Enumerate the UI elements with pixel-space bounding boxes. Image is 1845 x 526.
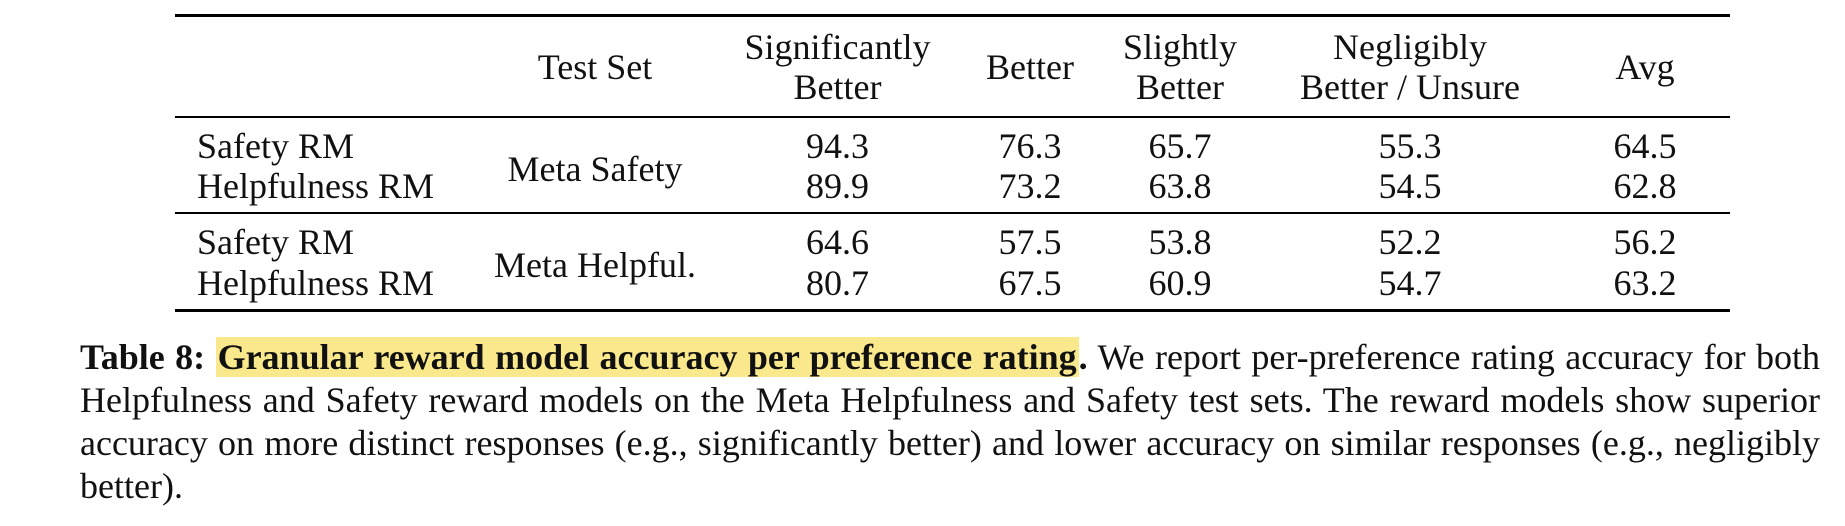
- caption-headline-highlight: Granular reward model accuracy per prefe…: [215, 337, 1079, 377]
- better-value: 57.5: [998, 222, 1062, 263]
- table-caption: Table 8: Granular reward model accuracy …: [80, 336, 1820, 508]
- test-set-name: Meta Safety: [507, 148, 683, 189]
- avg-value: 64.5: [1613, 125, 1677, 166]
- slightly-better-value: 65.7: [1148, 125, 1212, 166]
- table-row: Helpfulness RM 89.9 73.2 63.8 54.5 62.8: [175, 165, 1730, 214]
- results-table: Test Set Significantly Better Better Sli…: [175, 14, 1730, 312]
- table-row: Safety RM Meta Helpful. 64.6 57.5 53.8 5…: [175, 213, 1730, 285]
- negligibly-better-value: 55.3: [1378, 125, 1442, 166]
- significantly-better-value: 94.3: [806, 125, 869, 166]
- negligibly-better-value: 54.5: [1378, 165, 1442, 206]
- significantly-better-value: 89.9: [806, 165, 869, 206]
- caption-headline-wrap: Granular reward model accuracy per prefe…: [215, 337, 1088, 377]
- caption-headline-period: .: [1078, 337, 1088, 377]
- avg-value: 62.8: [1613, 165, 1677, 206]
- slightly-better-value: 53.8: [1148, 222, 1212, 263]
- slightly-better-value: 60.9: [1148, 262, 1212, 303]
- header-significantly-better-line2: Better: [793, 67, 882, 108]
- caption-body: We report per-preference rating accuracy…: [80, 337, 1821, 506]
- better-value: 67.5: [998, 262, 1062, 303]
- results-table-container: Test Set Significantly Better Better Sli…: [175, 14, 1730, 312]
- header-test-set: Test Set: [537, 47, 653, 88]
- avg-value: 56.2: [1613, 222, 1677, 263]
- model-name: Safety RM: [197, 125, 354, 166]
- header-significantly-better-line1: Significantly: [744, 27, 931, 67]
- model-name: Helpfulness RM: [197, 165, 434, 206]
- header-better: Better: [986, 47, 1074, 88]
- significantly-better-value: 80.7: [806, 262, 869, 303]
- avg-value: 63.2: [1613, 262, 1677, 303]
- negligibly-better-value: 52.2: [1378, 222, 1442, 263]
- caption-label: Table 8:: [80, 337, 206, 377]
- test-set-name: Meta Helpful.: [494, 245, 696, 286]
- header-slightly-better-line1: Slightly: [1122, 27, 1238, 67]
- table-row: Safety RM Meta Safety 94.3 76.3 65.7 55.…: [175, 117, 1730, 189]
- header-avg: Avg: [1615, 47, 1675, 88]
- model-name: Safety RM: [197, 222, 354, 263]
- header-model: [175, 16, 475, 117]
- negligibly-better-value: 54.7: [1378, 262, 1442, 303]
- header-slightly-better: Slightly Better: [1100, 16, 1260, 117]
- table-row: Helpfulness RM 80.7 67.5 60.9 54.7 63.2: [175, 263, 1730, 311]
- slightly-better-value: 63.8: [1148, 165, 1212, 206]
- model-name: Helpfulness RM: [197, 262, 434, 303]
- significantly-better-value: 64.6: [806, 222, 869, 263]
- header-row: Test Set Significantly Better Better Sli…: [175, 15, 1730, 117]
- header-slightly-better-line2: Better: [1136, 67, 1224, 108]
- header-negligibly-better-line1: Negligibly: [1333, 27, 1487, 67]
- header-negligibly-better-line2: Better / Unsure: [1300, 67, 1520, 108]
- better-value: 73.2: [998, 165, 1062, 206]
- header-significantly-better: Significantly Better: [715, 16, 960, 117]
- better-value: 76.3: [998, 125, 1062, 166]
- table-header: Test Set Significantly Better Better Sli…: [175, 15, 1730, 117]
- header-negligibly-better: Negligibly Better / Unsure: [1260, 16, 1560, 117]
- table-body: Safety RM Meta Safety 94.3 76.3 65.7 55.…: [175, 117, 1730, 311]
